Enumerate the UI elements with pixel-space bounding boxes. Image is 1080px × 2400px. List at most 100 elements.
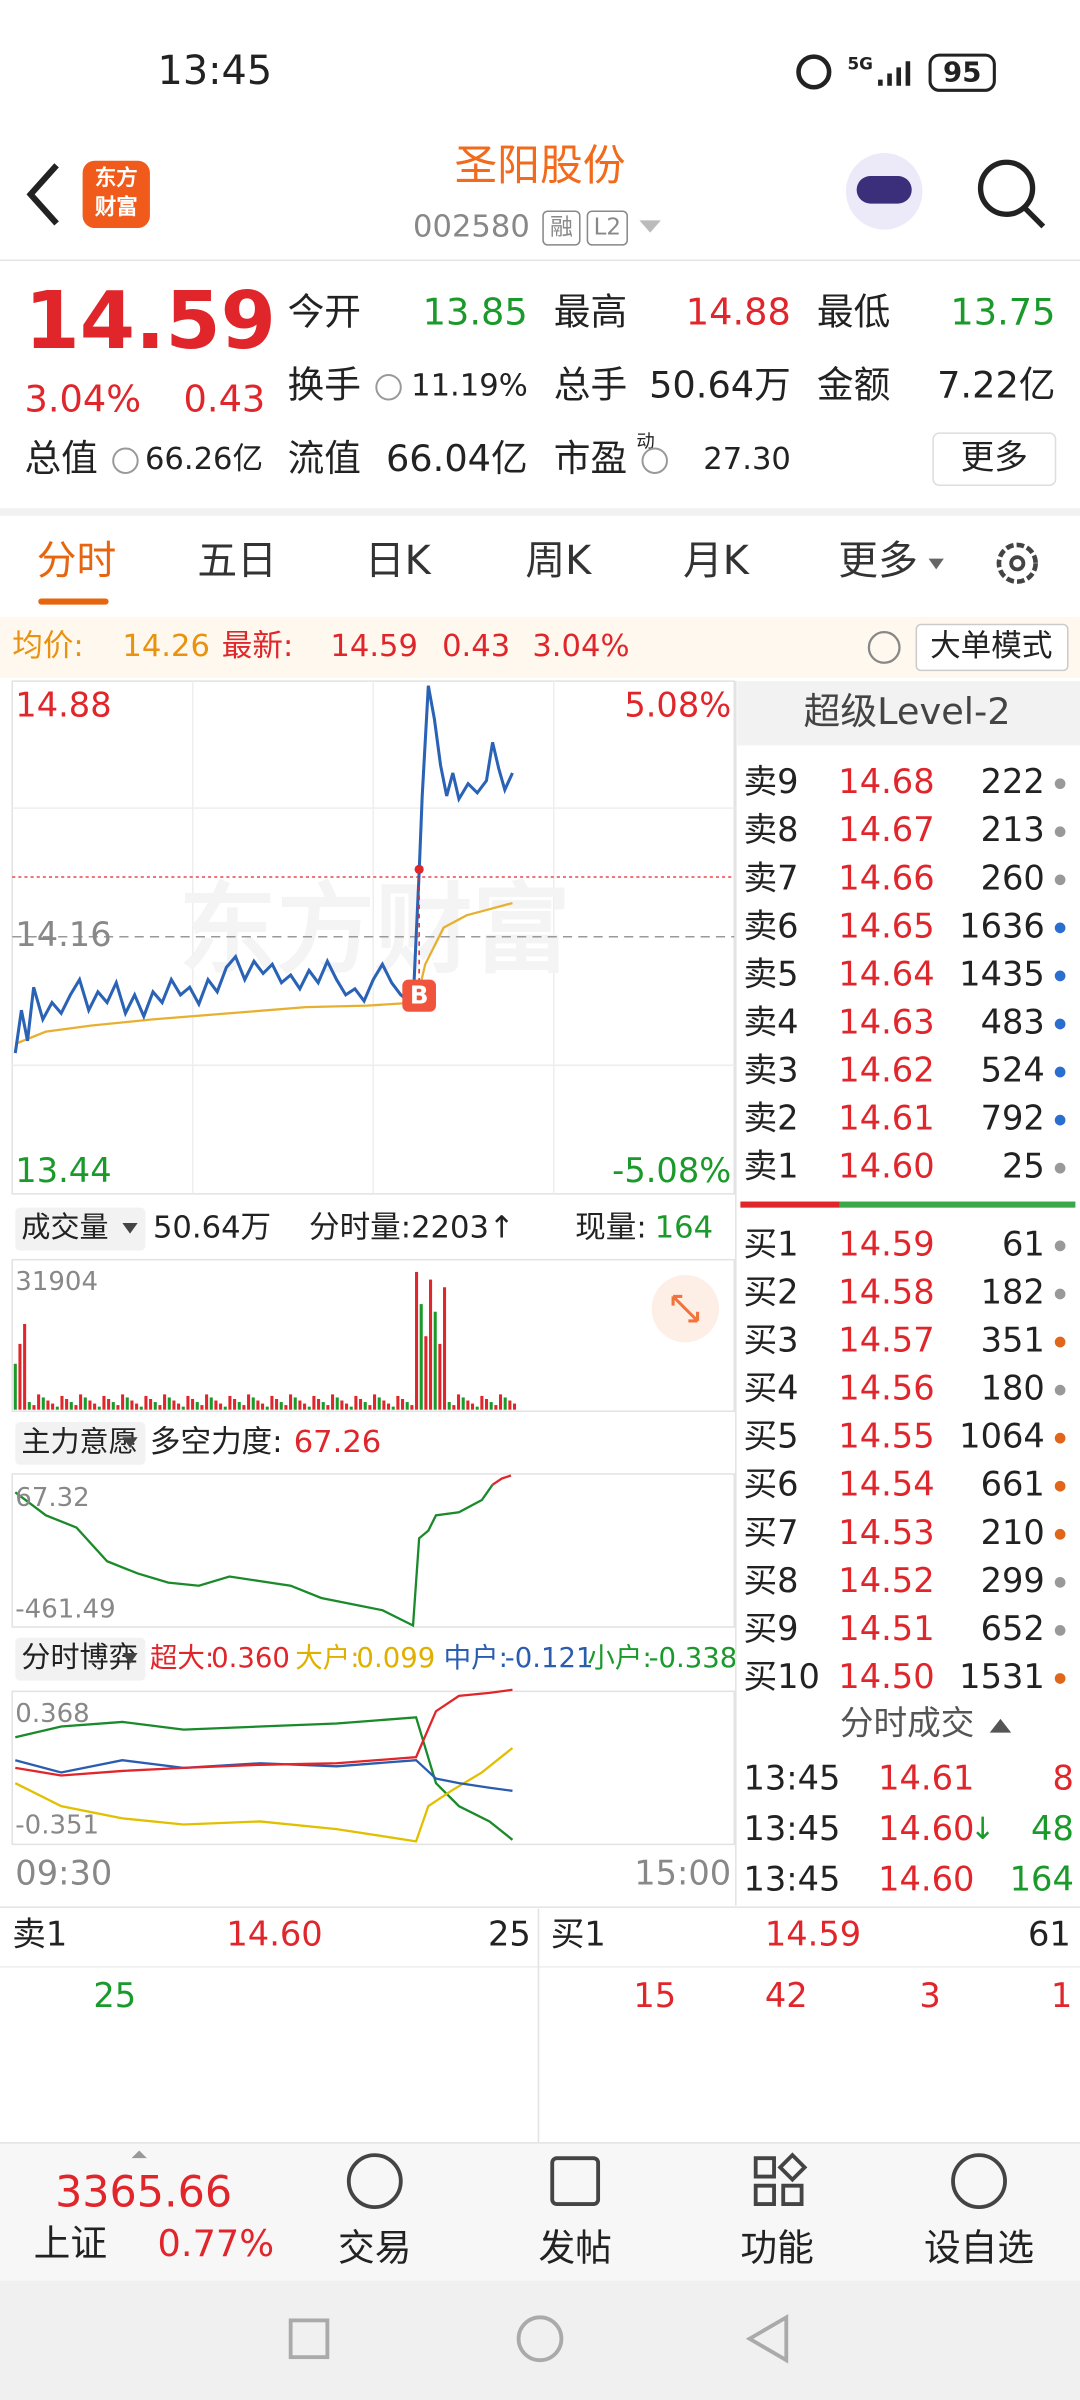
force-bottom: -461.49 — [15, 1595, 115, 1625]
nav-item[interactable]: 设自选 — [924, 2226, 1034, 2269]
tab[interactable]: 分时 — [37, 538, 117, 584]
book-volume: 351 — [981, 1321, 1045, 1360]
game-selector-label[interactable]: 分时博弈 — [21, 1640, 137, 1674]
nav-item[interactable]: 发帖 — [538, 2226, 611, 2269]
force-selector[interactable] — [15, 1421, 146, 1465]
logo-text: 财富 — [95, 194, 138, 220]
volume-bar — [293, 1397, 297, 1410]
book-dot — [1054, 1576, 1066, 1588]
tag: L2 — [594, 215, 621, 241]
high-label: 14.88 — [15, 686, 111, 725]
book-volume: 25 — [1002, 1147, 1045, 1186]
volume-bar — [317, 1398, 321, 1410]
search-handle — [1023, 206, 1046, 229]
help-icon[interactable] — [867, 630, 901, 664]
book-dot — [1054, 1114, 1066, 1126]
avg-label: 均价: — [12, 629, 83, 664]
trades-title[interactable]: 分时成交 — [840, 1703, 975, 1742]
back-nav-button[interactable] — [745, 2314, 789, 2364]
stat-value: 66.26亿 — [145, 442, 263, 477]
volume-bar — [475, 1406, 479, 1410]
marker-label: B — [410, 980, 429, 1009]
index-arrow — [131, 2150, 147, 2159]
volume-bar — [410, 1405, 414, 1410]
volume-bar — [270, 1395, 274, 1410]
volume-bar — [97, 1406, 101, 1410]
stat-value: 66.04亿 — [386, 437, 528, 480]
detail-bid-price: 14.59 — [765, 1915, 861, 1954]
dropdown-arrow[interactable] — [639, 220, 661, 233]
info-icon[interactable] — [375, 374, 402, 401]
tab[interactable]: 五日 — [197, 538, 277, 584]
volume-bar — [18, 1343, 22, 1410]
trade-price: 14.60 — [878, 1809, 974, 1848]
game-value: 0.099 — [356, 1642, 435, 1674]
volume-bar — [363, 1402, 367, 1410]
stat-value: 11.19% — [411, 369, 528, 404]
nav-item[interactable]: 功能 — [740, 2226, 813, 2269]
volume-total: 50.64万 — [153, 1211, 271, 1246]
game-label: 中户: — [444, 1642, 508, 1674]
book-price: 14.61 — [838, 1099, 934, 1138]
volume-bar — [433, 1311, 437, 1410]
volume-bar — [480, 1395, 484, 1410]
tab[interactable]: 月K — [683, 538, 750, 584]
game-label: 大户: — [295, 1642, 359, 1674]
latest: 14.59 — [330, 629, 418, 664]
volume-bar — [27, 1402, 31, 1410]
stat-label: 金额 — [817, 364, 890, 407]
tab-arrow — [928, 558, 944, 570]
percent: 3.04% — [24, 378, 141, 421]
book-price: 14.64 — [838, 954, 934, 993]
price: 14.59 — [24, 274, 276, 367]
volume-bar — [471, 1403, 475, 1410]
volume-bar — [144, 1395, 148, 1410]
force-line-up — [491, 1474, 512, 1486]
recent-button[interactable] — [288, 2318, 330, 2360]
home-button[interactable] — [516, 2315, 564, 2363]
volume-bar — [23, 1323, 27, 1410]
book-volume: 180 — [981, 1369, 1045, 1408]
volume-bar — [51, 1403, 55, 1410]
volume-bar — [37, 1394, 41, 1410]
tab[interactable]: 周K — [525, 538, 592, 584]
book-dot — [1054, 922, 1066, 934]
index-name[interactable]: 上证 — [34, 2222, 107, 2265]
network: 5G — [847, 53, 873, 73]
more-button[interactable] — [932, 432, 1057, 486]
book-volume: 182 — [981, 1272, 1045, 1311]
index-value[interactable]: 3365.66 — [55, 2167, 232, 2217]
force-selector-label[interactable]: 主力意愿 — [21, 1424, 137, 1458]
detail-bid-volume: 61 — [1028, 1915, 1071, 1954]
info-icon[interactable] — [112, 447, 139, 474]
tab[interactable]: 日K — [365, 538, 432, 584]
volume-selector[interactable] — [15, 1207, 146, 1251]
mode-label[interactable]: 大单模式 — [930, 629, 1052, 664]
trade-price: 14.61 — [878, 1759, 974, 1798]
volume-bar — [125, 1397, 129, 1410]
volume-bar — [116, 1405, 120, 1410]
game-small — [15, 1716, 514, 1841]
stat-value: 14.88 — [686, 290, 791, 333]
game-selector[interactable] — [15, 1637, 146, 1681]
change: 0.43 — [184, 378, 266, 421]
watchlist-icon — [951, 2153, 1007, 2210]
info-icon[interactable] — [641, 447, 668, 474]
stat-label: 总手 — [554, 364, 627, 407]
tab[interactable]: 更多 — [838, 538, 918, 584]
book-dot — [1054, 1432, 1066, 1444]
search-button[interactable] — [977, 159, 1036, 217]
back-button[interactable] — [26, 163, 59, 226]
alarm-icon — [796, 54, 832, 90]
current-label: 现量: — [575, 1211, 646, 1246]
high-pct: 5.08% — [624, 686, 731, 725]
index-pct[interactable]: 0.77% — [158, 2222, 275, 2265]
volume-bar — [177, 1403, 181, 1410]
volume-selector-label[interactable]: 成交量 — [21, 1210, 108, 1244]
nav-item[interactable]: 交易 — [338, 2226, 411, 2269]
mode-button[interactable] — [915, 623, 1069, 672]
latest-percent: 3.04% — [532, 629, 629, 664]
more-label[interactable]: 更多 — [961, 438, 1028, 477]
game-mid — [15, 1759, 513, 1792]
settings-button[interactable] — [996, 542, 1038, 584]
